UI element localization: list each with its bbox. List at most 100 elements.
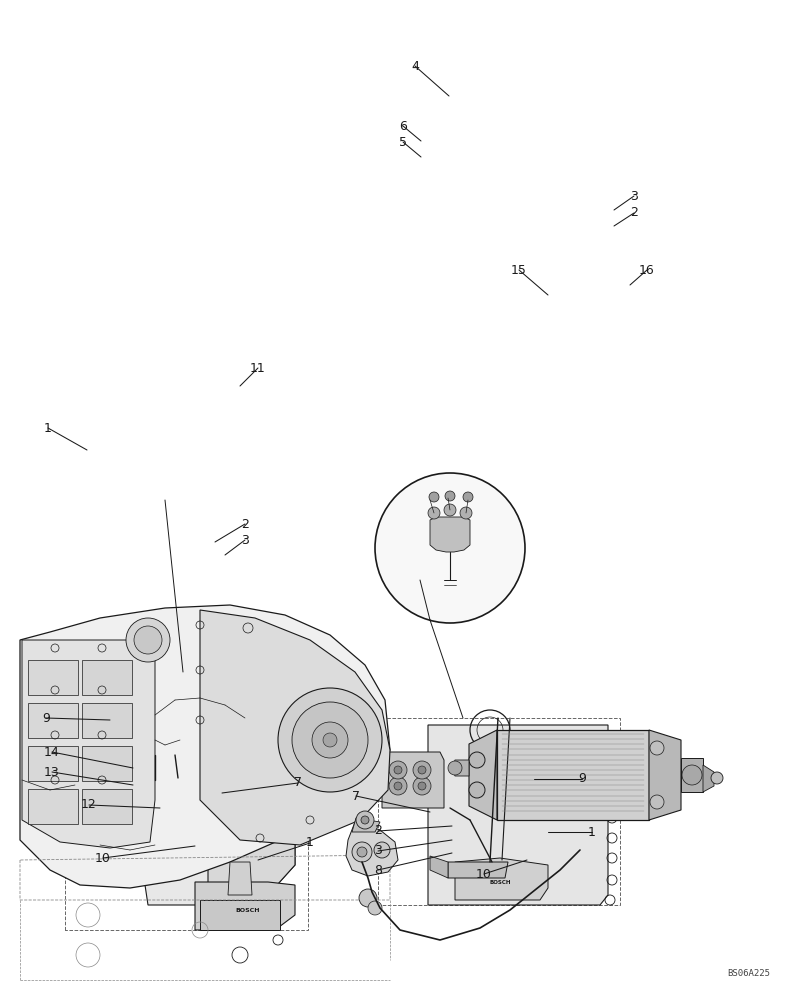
Polygon shape <box>469 730 497 820</box>
Bar <box>82 746 132 781</box>
Bar <box>28 789 78 824</box>
Text: 9: 9 <box>578 772 586 786</box>
Polygon shape <box>352 818 380 832</box>
Circle shape <box>150 710 166 726</box>
Circle shape <box>158 810 178 830</box>
Polygon shape <box>70 730 118 755</box>
Polygon shape <box>448 862 508 878</box>
Polygon shape <box>430 856 448 878</box>
Polygon shape <box>455 858 548 900</box>
Circle shape <box>278 688 382 792</box>
Circle shape <box>163 815 173 825</box>
Circle shape <box>418 782 426 790</box>
Polygon shape <box>128 778 218 845</box>
Text: 14: 14 <box>44 746 60 758</box>
Polygon shape <box>428 725 608 905</box>
Circle shape <box>135 790 155 810</box>
Circle shape <box>389 777 407 795</box>
Text: 15: 15 <box>511 263 527 276</box>
Circle shape <box>650 741 664 755</box>
Circle shape <box>134 626 162 654</box>
Circle shape <box>389 761 407 779</box>
Text: BOSCH: BOSCH <box>490 880 511 884</box>
Circle shape <box>413 761 431 779</box>
Text: 7: 7 <box>294 776 302 790</box>
Polygon shape <box>452 760 469 776</box>
Circle shape <box>135 810 155 830</box>
Text: 7: 7 <box>352 790 360 802</box>
Circle shape <box>448 761 462 775</box>
Circle shape <box>394 782 402 790</box>
Text: BOSCH: BOSCH <box>236 908 260 912</box>
Text: 8: 8 <box>374 863 382 876</box>
Circle shape <box>361 816 369 824</box>
Text: 5: 5 <box>399 135 407 148</box>
Circle shape <box>650 795 664 809</box>
Circle shape <box>469 782 485 798</box>
Circle shape <box>429 492 439 502</box>
Circle shape <box>460 507 472 519</box>
Polygon shape <box>200 610 390 845</box>
Circle shape <box>463 492 473 502</box>
Text: 2: 2 <box>374 824 382 838</box>
Circle shape <box>359 889 377 907</box>
Circle shape <box>368 901 382 915</box>
Circle shape <box>374 842 390 858</box>
Polygon shape <box>703 765 714 792</box>
Text: 1: 1 <box>306 836 314 850</box>
Text: 6: 6 <box>399 119 407 132</box>
Circle shape <box>375 473 525 623</box>
Text: BS06A225: BS06A225 <box>727 969 770 978</box>
Bar <box>82 703 132 738</box>
Circle shape <box>126 618 170 662</box>
Polygon shape <box>382 752 444 808</box>
Text: 3: 3 <box>630 190 638 202</box>
Circle shape <box>445 491 455 501</box>
Circle shape <box>97 700 133 736</box>
Bar <box>28 703 78 738</box>
Circle shape <box>140 815 150 825</box>
Circle shape <box>107 710 123 726</box>
Polygon shape <box>430 517 470 552</box>
Bar <box>200 900 280 930</box>
Text: 3: 3 <box>374 844 382 857</box>
Bar <box>28 660 78 695</box>
Circle shape <box>444 504 456 516</box>
Circle shape <box>158 790 178 810</box>
Circle shape <box>469 752 485 768</box>
Circle shape <box>163 795 173 805</box>
Polygon shape <box>145 692 295 905</box>
Text: 10: 10 <box>476 867 492 880</box>
Text: 1: 1 <box>588 826 596 838</box>
Circle shape <box>394 766 402 774</box>
Text: 9: 9 <box>42 712 50 724</box>
Circle shape <box>312 722 348 758</box>
Circle shape <box>323 733 337 747</box>
Polygon shape <box>228 862 252 895</box>
Circle shape <box>357 847 367 857</box>
Bar <box>681 758 703 792</box>
Text: 13: 13 <box>44 766 60 778</box>
Polygon shape <box>72 680 272 755</box>
Circle shape <box>184 704 212 732</box>
Text: 2: 2 <box>241 518 249 530</box>
Circle shape <box>140 795 150 805</box>
Circle shape <box>224 704 252 732</box>
Bar <box>82 789 132 824</box>
Text: 10: 10 <box>95 852 111 864</box>
Circle shape <box>292 702 368 778</box>
Bar <box>28 746 78 781</box>
Polygon shape <box>346 822 398 876</box>
Circle shape <box>356 811 374 829</box>
Text: 1: 1 <box>44 422 52 434</box>
Polygon shape <box>20 605 390 888</box>
Text: 16: 16 <box>639 263 654 276</box>
Circle shape <box>428 507 440 519</box>
Polygon shape <box>195 882 295 930</box>
Polygon shape <box>22 640 155 848</box>
Text: 3: 3 <box>241 534 249 546</box>
Circle shape <box>413 777 431 795</box>
Bar <box>497 730 649 820</box>
Circle shape <box>140 700 176 736</box>
Circle shape <box>418 766 426 774</box>
